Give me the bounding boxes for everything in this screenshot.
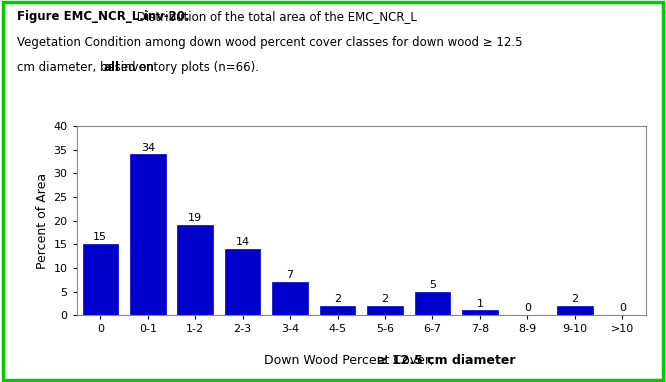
- Bar: [320, 306, 356, 315]
- Bar: [462, 311, 498, 315]
- Text: 2: 2: [334, 294, 341, 304]
- Text: 0: 0: [619, 303, 626, 313]
- Y-axis label: Percent of Area: Percent of Area: [36, 173, 49, 269]
- Text: 2: 2: [571, 294, 578, 304]
- Bar: [130, 154, 166, 315]
- Text: 15: 15: [93, 232, 107, 242]
- Text: ≥ 12.5 cm diameter: ≥ 12.5 cm diameter: [377, 354, 515, 367]
- Bar: [272, 282, 308, 315]
- Text: 7: 7: [286, 270, 294, 280]
- Bar: [557, 306, 593, 315]
- Text: 1: 1: [476, 298, 484, 309]
- Bar: [415, 291, 450, 315]
- Bar: [177, 225, 213, 315]
- Text: 0: 0: [524, 303, 531, 313]
- Bar: [367, 306, 403, 315]
- Text: cm diameter, based on: cm diameter, based on: [17, 61, 157, 74]
- Text: 5: 5: [429, 280, 436, 290]
- Text: all: all: [103, 61, 119, 74]
- Text: inventory plots (n=66).: inventory plots (n=66).: [117, 61, 258, 74]
- Text: Distribution of the total area of the EMC_NCR_L: Distribution of the total area of the EM…: [133, 10, 417, 23]
- Text: 19: 19: [188, 214, 202, 223]
- Text: Figure EMC_NCR_L.inv-20.: Figure EMC_NCR_L.inv-20.: [17, 10, 189, 23]
- Text: Vegetation Condition among down wood percent cover classes for down wood ≥ 12.5: Vegetation Condition among down wood per…: [17, 36, 522, 49]
- Text: Down Wood Percent Cover;: Down Wood Percent Cover;: [264, 354, 438, 367]
- Bar: [83, 244, 118, 315]
- Text: 34: 34: [141, 142, 155, 152]
- Text: 14: 14: [236, 237, 250, 247]
- Text: 2: 2: [382, 294, 388, 304]
- Bar: [225, 249, 260, 315]
